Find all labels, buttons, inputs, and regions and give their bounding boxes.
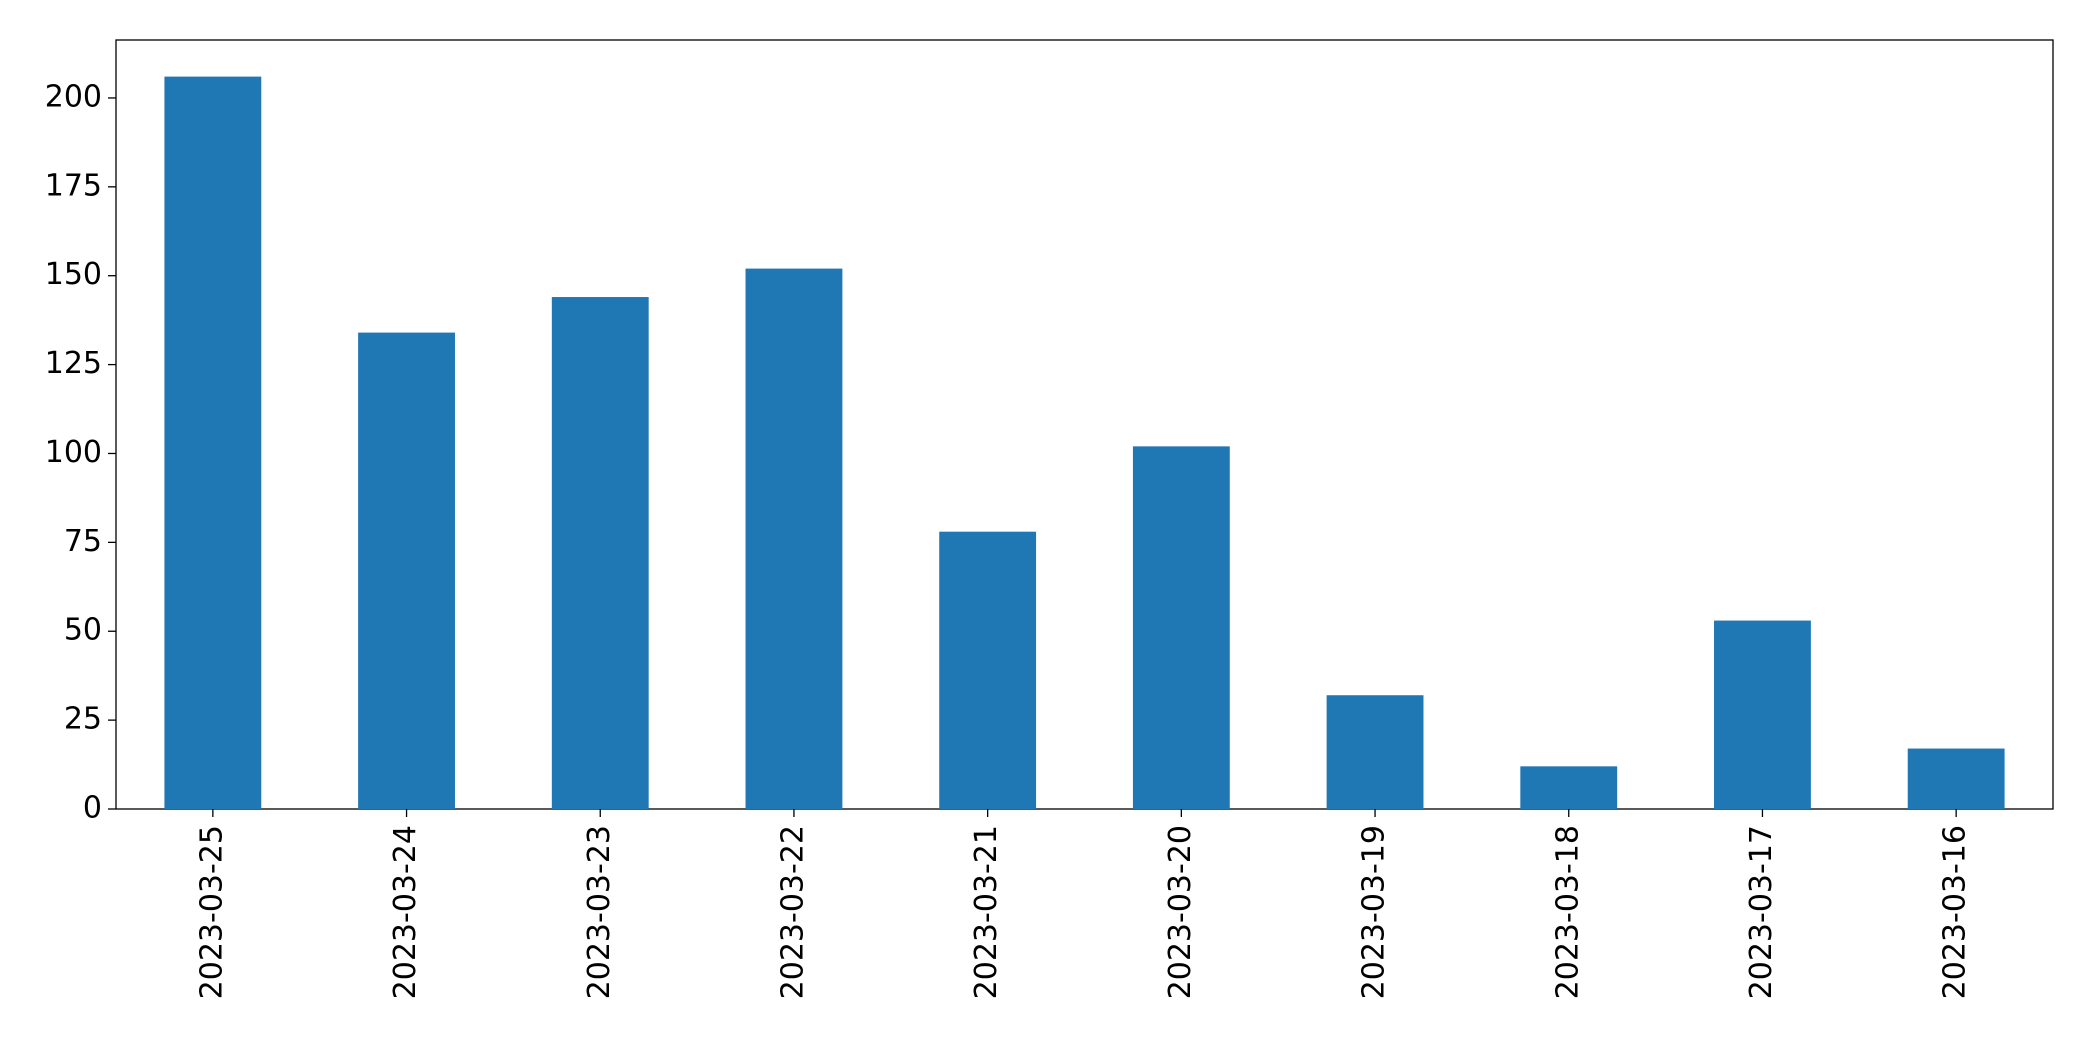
bar: [939, 531, 1037, 809]
bar: [745, 268, 843, 809]
bar: [164, 76, 262, 810]
y-tick-label: 25: [64, 702, 102, 737]
bar: [358, 332, 455, 809]
x-tick-label: 2023-03-22: [775, 825, 810, 999]
y-tick-label: 100: [45, 435, 102, 470]
x-tick-label: 2023-03-18: [1550, 825, 1585, 999]
bar: [1714, 620, 1811, 809]
bar: [1326, 695, 1424, 809]
bar: [1520, 766, 1618, 809]
x-tick-label: 2023-03-20: [1163, 825, 1198, 999]
x-tick-label: 2023-03-19: [1357, 825, 1392, 999]
x-tick-label: 2023-03-23: [582, 825, 617, 999]
x-tick-label: 2023-03-24: [388, 825, 423, 999]
y-tick-label: 0: [83, 791, 102, 826]
x-tick-label: 2023-03-17: [1744, 825, 1779, 999]
y-tick-label: 75: [64, 524, 102, 559]
x-tick-label: 2023-03-16: [1938, 825, 1973, 999]
x-tick-label: 2023-03-25: [194, 825, 229, 999]
y-tick-label: 125: [45, 346, 102, 381]
bar: [1132, 446, 1230, 809]
y-tick-label: 175: [45, 168, 102, 203]
y-tick-label: 150: [45, 257, 102, 292]
plot-frame: [115, 39, 2054, 810]
bar: [551, 297, 649, 809]
y-tick-label: 200: [45, 79, 102, 114]
y-tick-label: 50: [64, 613, 102, 648]
x-tick-label: 2023-03-21: [969, 825, 1004, 999]
bar: [1907, 748, 2005, 809]
